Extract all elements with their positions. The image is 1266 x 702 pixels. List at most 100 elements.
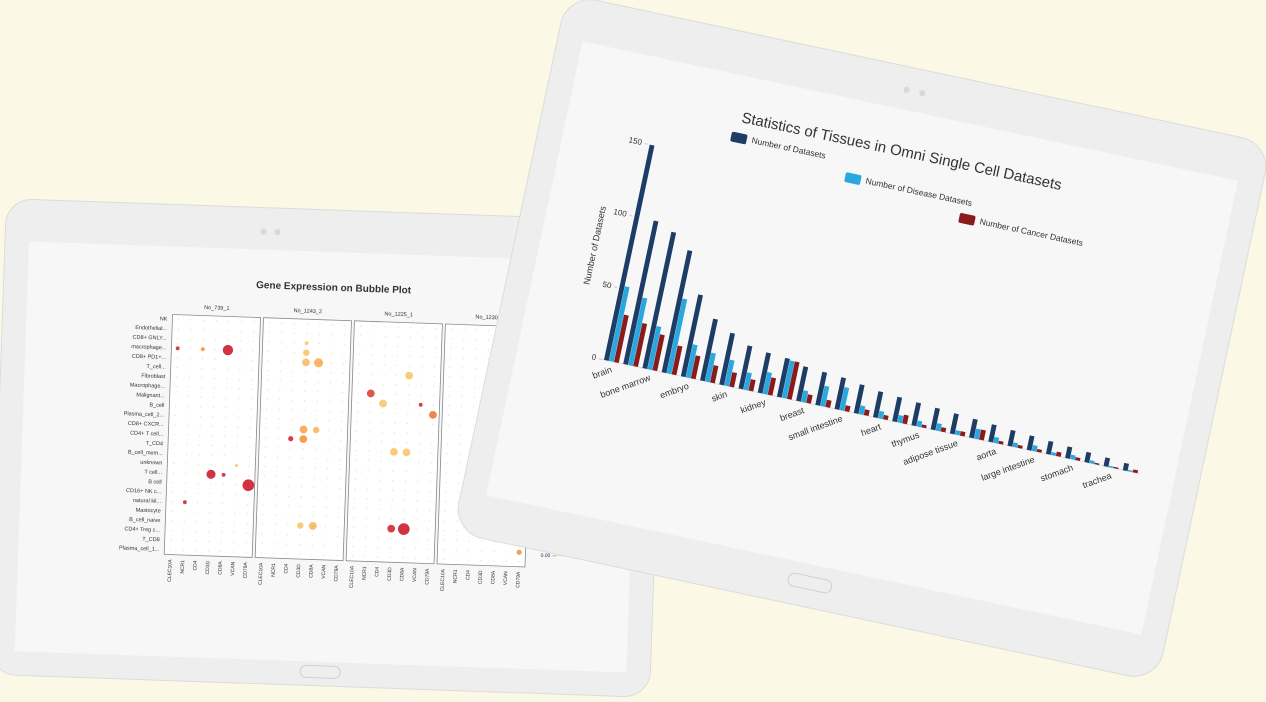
row-label: Plasma_cell_1... bbox=[119, 545, 160, 552]
background-dot bbox=[316, 390, 319, 393]
background-dot bbox=[207, 540, 210, 543]
background-dot bbox=[475, 348, 477, 350]
background-dot bbox=[341, 391, 344, 394]
background-dot bbox=[352, 526, 355, 529]
background-dot bbox=[359, 344, 361, 346]
background-dot bbox=[177, 328, 180, 330]
background-dot bbox=[433, 366, 436, 368]
gene-label: CD3D bbox=[296, 564, 302, 578]
background-dot bbox=[290, 418, 293, 421]
background-dot bbox=[326, 477, 328, 480]
background-dot bbox=[415, 519, 418, 521]
bar bbox=[1017, 444, 1023, 449]
bar bbox=[806, 394, 813, 404]
background-dot bbox=[366, 498, 368, 500]
background-dot bbox=[395, 384, 397, 386]
background-dot bbox=[290, 428, 292, 430]
background-dot bbox=[430, 462, 432, 464]
background-dot bbox=[313, 477, 316, 479]
background-dot bbox=[391, 508, 393, 511]
background-dot bbox=[286, 543, 288, 545]
background-dot bbox=[232, 551, 235, 553]
background-dot bbox=[430, 452, 433, 454]
background-dot bbox=[289, 447, 292, 449]
background-dot bbox=[390, 537, 392, 539]
background-dot bbox=[234, 493, 237, 496]
background-dot bbox=[365, 536, 367, 539]
gene-label: VCAN bbox=[230, 561, 236, 575]
background-dot bbox=[233, 532, 235, 534]
background-dot bbox=[384, 345, 386, 347]
background-dot bbox=[447, 414, 450, 417]
background-dot bbox=[329, 381, 332, 384]
background-dot bbox=[240, 330, 242, 332]
background-dot bbox=[207, 550, 210, 552]
background-dot bbox=[185, 453, 188, 455]
background-dot bbox=[173, 453, 175, 455]
background-dot bbox=[214, 348, 217, 351]
background-dot bbox=[200, 386, 203, 389]
background-dot bbox=[395, 393, 397, 396]
background-dot bbox=[505, 551, 508, 553]
background-dot bbox=[336, 535, 339, 538]
background-dot bbox=[267, 350, 270, 353]
background-dot bbox=[208, 521, 211, 524]
background-dot bbox=[353, 507, 355, 509]
bubble bbox=[366, 389, 375, 398]
background-dot bbox=[327, 439, 330, 441]
background-dot bbox=[278, 408, 280, 411]
panel-title: No_739_1 bbox=[204, 305, 230, 312]
background-dot bbox=[472, 415, 475, 417]
background-dot bbox=[418, 452, 420, 454]
gene-label: CD79A bbox=[333, 565, 340, 582]
background-dot bbox=[397, 326, 399, 328]
background-dot bbox=[314, 467, 316, 470]
background-dot bbox=[292, 361, 295, 363]
bar bbox=[1065, 446, 1073, 459]
background-dot bbox=[354, 478, 356, 481]
right-tablet: Statistics of Tissues in Omni Single Cel… bbox=[457, 0, 1266, 677]
background-dot bbox=[185, 463, 187, 465]
bar bbox=[705, 352, 716, 383]
bar bbox=[1070, 454, 1076, 460]
bar bbox=[892, 396, 903, 423]
y-tick-label: 0 bbox=[591, 352, 598, 362]
gene-label: CLEC10A bbox=[349, 565, 356, 588]
background-dot bbox=[416, 500, 419, 502]
bar bbox=[949, 413, 959, 435]
background-dot bbox=[474, 377, 476, 379]
background-dot bbox=[406, 442, 408, 444]
background-dot bbox=[314, 448, 317, 450]
background-dot bbox=[223, 454, 225, 457]
bubble bbox=[405, 371, 414, 380]
background-dot bbox=[187, 405, 189, 407]
bar bbox=[853, 384, 865, 414]
background-dot bbox=[316, 400, 318, 402]
background-dot bbox=[337, 526, 339, 528]
background-dot bbox=[393, 432, 396, 434]
background-dot bbox=[384, 326, 387, 328]
background-dot bbox=[366, 488, 369, 491]
background-dot bbox=[188, 386, 190, 388]
background-dot bbox=[330, 352, 333, 355]
background-dot bbox=[435, 327, 437, 330]
background-dot bbox=[304, 380, 307, 383]
background-dot bbox=[172, 481, 174, 484]
gene-label: CD4 bbox=[465, 570, 471, 580]
background-dot bbox=[383, 354, 386, 357]
background-dot bbox=[203, 319, 205, 322]
background-dot bbox=[456, 520, 459, 523]
bar bbox=[882, 414, 889, 421]
background-dot bbox=[359, 334, 361, 337]
background-dot bbox=[186, 443, 188, 446]
bar bbox=[623, 220, 659, 365]
row-label: CD8+ GNLY... bbox=[132, 335, 167, 342]
background-dot bbox=[468, 540, 470, 542]
background-dot bbox=[275, 504, 277, 507]
background-dot bbox=[408, 365, 411, 367]
gene-label: VCAN bbox=[412, 568, 418, 582]
background-dot bbox=[402, 547, 404, 549]
background-dot bbox=[198, 454, 200, 456]
background-dot bbox=[353, 497, 356, 500]
